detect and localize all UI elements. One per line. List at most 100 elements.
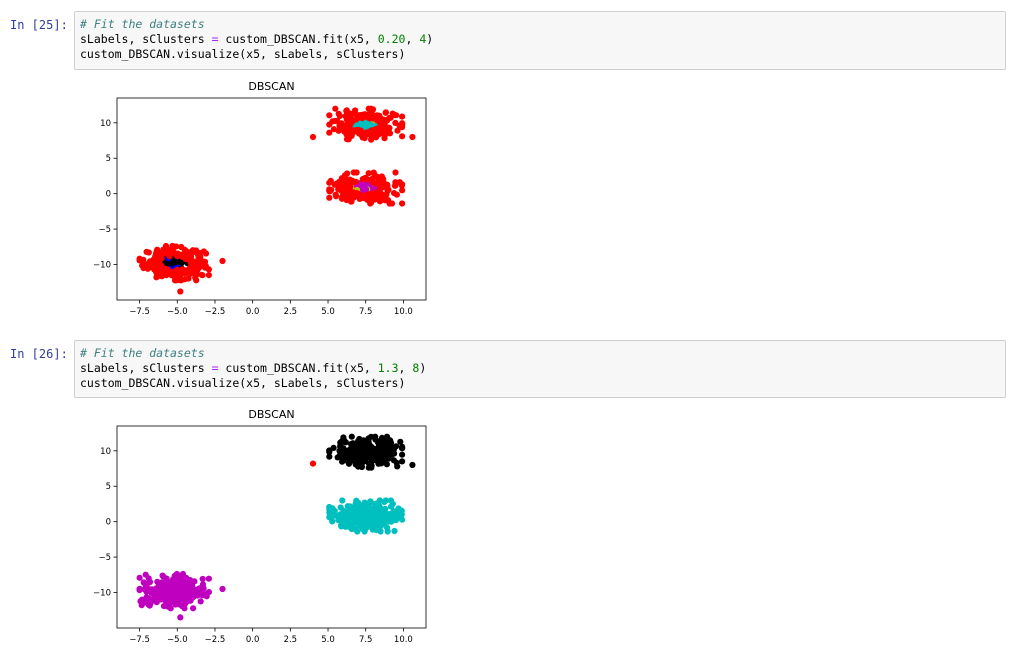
point-cluster-cyan [382,497,389,504]
point-cluster-cyan [371,520,378,527]
point-noise [155,258,162,265]
code-line-visualize: custom_DBSCAN.visualize(x5, sLabels, sCl… [80,47,406,61]
point-cluster-black [352,453,359,460]
y-tick-label: −5 [98,553,111,563]
y-tick-label: 5 [106,482,111,492]
point-noise [342,176,349,183]
point-noise [326,112,333,119]
point-cluster-black [347,457,354,464]
point-cluster-black [375,460,382,467]
y-tick-label: −5 [98,225,111,235]
point-noise [358,132,366,139]
y-tick-label: 10 [100,119,111,129]
point-noise [388,200,396,207]
point-noise [343,136,351,143]
point-noise [176,277,183,284]
point-cluster-cyan [378,509,385,517]
code-text: custom_DBSCAN.fit(x5, [218,32,378,46]
y-tick-label: 0 [106,190,111,200]
point-cluster-black [372,436,379,443]
point-cluster-black [379,448,386,455]
code-input[interactable]: # Fit the datasets sLabels, sClusters = … [74,340,1006,398]
point-noise [333,193,340,200]
point-noise [382,197,389,204]
point-noise [326,187,333,195]
point-noise [202,250,210,257]
point-noise [334,117,341,124]
point-cluster-cyan [340,511,347,518]
code-text: sLabels, sClusters [80,361,212,375]
point-outlier [177,614,184,621]
point-cluster-cyan [391,509,398,516]
point-noise [365,170,372,177]
point-cluster-black [340,436,347,443]
point-cluster-black [378,436,385,443]
point-cluster-black [399,458,406,465]
point-noise [364,129,371,136]
x-tick-label: −7.5 [129,307,150,317]
point-cluster-magenta [136,587,143,594]
cell-output: DBSCAN −7.5 −5.0 −2.5 0.0 2.5 5.0 7.5 10.0 10 5 0 −5… [80,404,440,658]
point-cluster-cyan [346,504,353,511]
point-cluster-magenta [136,574,143,581]
point-cluster-black [348,433,355,440]
point-cluster-magenta [199,575,206,583]
point-noise [341,183,348,190]
point-cluster-cyan [399,516,406,523]
cell-prompt: In [26]: [10,347,68,361]
point-noise [156,269,163,277]
point-noise [343,107,350,114]
point-noise [382,109,389,116]
point-cluster-magenta [169,595,176,602]
point-cluster-black [390,444,397,451]
point-outlier [219,257,226,265]
point-cluster-cyan [392,517,399,524]
point-cluster-black [367,448,374,455]
code-line-fit: sLabels, sClusters = custom_DBSCAN.fit(x… [80,361,999,376]
point-cluster-magenta [202,591,209,598]
point-cluster-magenta [148,589,155,596]
point-cluster-black [349,447,356,454]
point-noise [344,170,351,177]
point-noise [326,121,333,128]
scatter-plot-eps-0.20: DBSCAN −7.5 −5.0 −2.5 0.0 2.5 5.0 7.5 10.0 10 5 0 −5… [93,80,427,317]
point-noise [190,248,197,255]
point-cluster-black [326,453,333,460]
point-cluster-black [375,442,383,449]
point-outlier [409,461,416,469]
code-input[interactable]: # Fit the datasets sLabels, sClusters = … [74,11,1006,70]
x-tick-label: −5.0 [167,635,188,645]
point-noise [392,169,399,176]
point-cluster-cyan [337,504,344,511]
plot-frame [116,97,427,301]
cell-output: DBSCAN −7.5 −5.0 −2.5 0.0 2.5 5.0 7.5 10.0 10 5 0 −5… [80,76,440,330]
x-tick-label: 2.5 [284,635,298,645]
point-cluster-cyan [362,505,370,512]
point-noise [364,176,371,183]
point-cluster-magenta [157,592,164,599]
point-cluster-magenta [169,581,176,588]
point-cluster-black [358,460,365,467]
points-layer [136,105,416,295]
point-cluster-magenta [176,586,183,593]
code-line-comment: # Fit the datasets [80,346,999,361]
point-noise [336,122,343,129]
point-noise [348,129,355,136]
point-noise [399,120,406,127]
x-tick-label: 10.0 [394,635,413,645]
point-noise [399,187,406,194]
point-noise [205,272,212,279]
point-cluster-black [356,441,363,448]
y-tick-label: −10 [93,589,111,599]
point-cluster-magenta [163,575,170,582]
code-text: sLabels, sClusters [80,32,212,46]
point-noise [377,197,384,204]
point-cluster-black [339,445,346,452]
point-cluster-cyan [384,528,391,535]
code-comment: # Fit the datasets [80,346,205,360]
point-cluster-magenta [205,575,212,582]
point-noise [367,109,374,116]
point-cluster-black [350,440,357,448]
point-cluster-black [399,451,406,458]
point-cluster-magenta [186,580,194,587]
